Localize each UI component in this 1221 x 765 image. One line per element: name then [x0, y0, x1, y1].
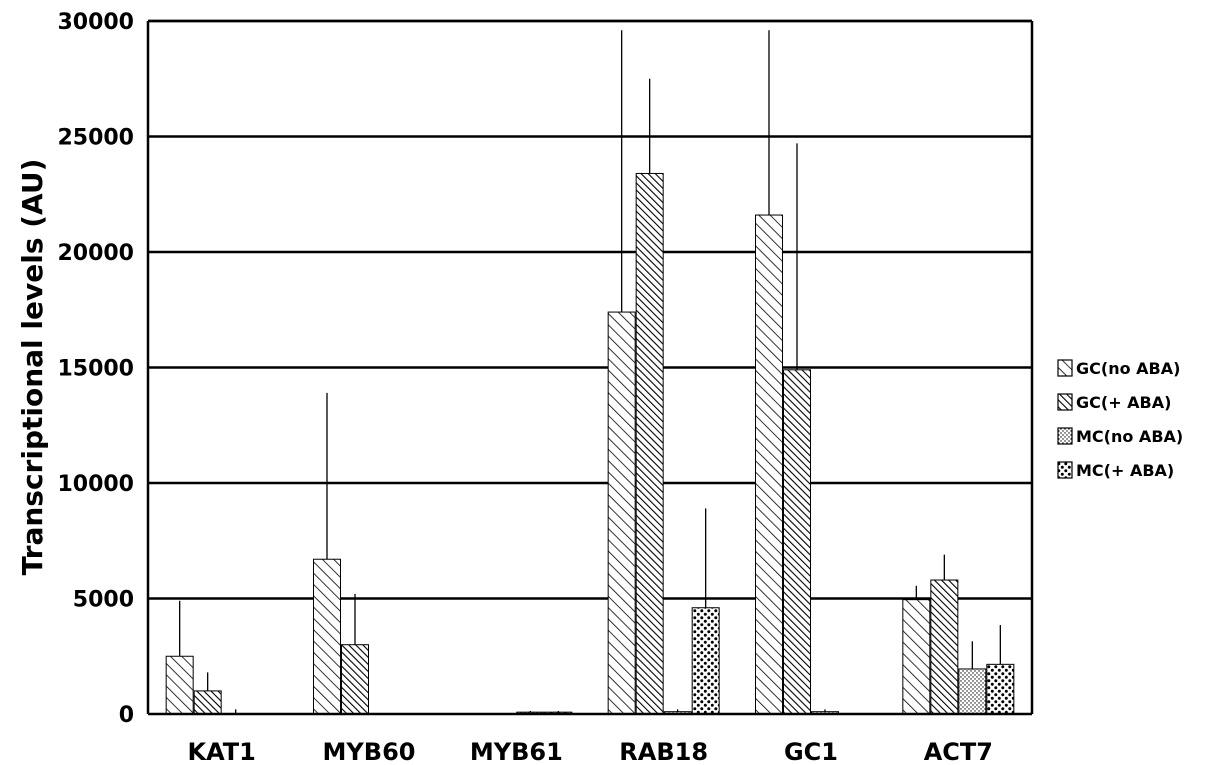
category-label: MYB60 [323, 738, 416, 765]
legend-swatch [1057, 393, 1073, 411]
bar-ACT7-0 [902, 599, 931, 715]
y-tick-labels: 0 5000 10000 15000 20000 25000 30000 [57, 10, 134, 728]
bar-MYB60-0 [313, 558, 341, 715]
bar-KAT1-0 [165, 655, 194, 715]
category-label: KAT1 [187, 738, 255, 765]
legend-swatch [1057, 461, 1073, 479]
category-label: ACT7 [924, 738, 993, 765]
bar-ACT7-2 [958, 668, 987, 715]
legend-swatch [1057, 359, 1073, 377]
bar-ACT7-1 [930, 579, 959, 715]
legend-label: MC(+ ABA) [1076, 461, 1174, 480]
category-label: RAB18 [619, 738, 708, 765]
legend-label: GC(no ABA) [1076, 359, 1180, 378]
y-axis-label: Transcriptional levels (AU) [16, 159, 49, 576]
bar-RAB18-1 [635, 172, 664, 715]
y-tick-label: 20000 [57, 241, 134, 266]
bar-RAB18-0 [607, 311, 636, 715]
y-tick-label: 0 [119, 703, 134, 728]
bars [165, 172, 1015, 715]
legend-label: GC(+ ABA) [1076, 393, 1171, 412]
y-tick-label: 25000 [57, 126, 134, 151]
legend: GC(no ABA) GC(+ ABA) MC(no ABA) MC(+ ABA) [1057, 359, 1183, 480]
bar-KAT1-1 [193, 690, 222, 715]
bar-GC1-0 [755, 214, 783, 715]
axes [146, 19, 1034, 716]
y-tick-label: 30000 [57, 10, 134, 35]
gridlines [148, 19, 1032, 600]
legend-label: MC(no ABA) [1076, 427, 1183, 446]
error-bars [179, 30, 1001, 714]
bar-ACT7-3 [986, 663, 1015, 715]
y-tick-label: 10000 [57, 472, 134, 497]
legend-swatch [1057, 427, 1073, 445]
y-tick-label: 5000 [73, 588, 134, 613]
category-labels: KAT1 MYB60 MYB61 RAB18 GC1 ACT7 [187, 738, 992, 765]
bar-GC1-1 [783, 369, 811, 715]
category-label: MYB61 [470, 738, 563, 765]
bar-MYB60-1 [341, 644, 369, 715]
y-tick-label: 15000 [57, 357, 134, 382]
bar-RAB18-3 [691, 607, 720, 715]
category-label: GC1 [784, 738, 838, 765]
